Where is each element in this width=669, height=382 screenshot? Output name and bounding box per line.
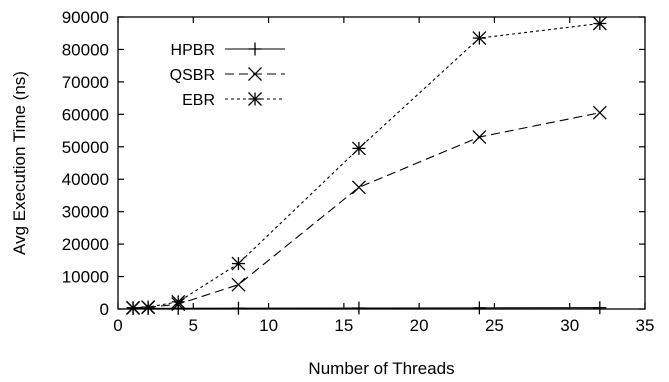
y-tick-label: 40000 bbox=[62, 170, 109, 189]
legend-marker-qsbr bbox=[248, 67, 262, 81]
x-tick-label: 10 bbox=[259, 316, 278, 335]
y-tick-label: 20000 bbox=[62, 235, 109, 254]
x-tick-label: 25 bbox=[485, 316, 504, 335]
y-tick-label: 0 bbox=[100, 300, 109, 319]
series-ebr-point bbox=[592, 16, 607, 31]
series-qsbr bbox=[126, 105, 607, 315]
legend-marker-hpbr bbox=[248, 42, 262, 56]
x-tick-label: 0 bbox=[113, 316, 122, 335]
series-qsbr-point bbox=[231, 277, 246, 292]
series-qsbr-point bbox=[472, 130, 487, 145]
series-hpbr-point bbox=[472, 301, 486, 315]
x-tick-label: 20 bbox=[410, 316, 429, 335]
series-hpbr-point bbox=[352, 301, 366, 315]
series-ebr bbox=[126, 16, 607, 315]
series-ebr-point bbox=[351, 141, 366, 156]
series-ebr-point bbox=[171, 294, 186, 309]
series-ebr-point bbox=[126, 300, 141, 315]
plot-frame bbox=[117, 16, 646, 310]
y-tick-label: 30000 bbox=[62, 203, 109, 222]
axes bbox=[117, 16, 646, 310]
y-tick-label: 60000 bbox=[62, 105, 109, 124]
y-tick-label: 90000 bbox=[62, 8, 109, 27]
series-qsbr-line bbox=[133, 112, 600, 309]
series-ebr-point bbox=[141, 300, 156, 315]
y-tick-label: 70000 bbox=[62, 73, 109, 92]
series-ebr-point bbox=[231, 256, 246, 271]
series-hpbr-point bbox=[593, 301, 607, 315]
legend-marker-ebr bbox=[248, 92, 262, 106]
y-tick-label: 50000 bbox=[62, 138, 109, 157]
y-axis-label: Avg Execution Time (ns) bbox=[10, 71, 29, 255]
y-tick-label: 80000 bbox=[62, 40, 109, 59]
x-tick-label: 30 bbox=[560, 316, 579, 335]
x-tick-label: 15 bbox=[334, 316, 353, 335]
series-qsbr-point bbox=[592, 105, 607, 120]
series-qsbr-point bbox=[351, 180, 366, 195]
x-tick-label: 5 bbox=[189, 316, 198, 335]
series-hpbr-point bbox=[231, 301, 245, 315]
legend: HPBR QSBR EBR bbox=[170, 42, 285, 109]
legend-label-ebr: EBR bbox=[182, 92, 215, 109]
series-hpbr bbox=[126, 301, 607, 316]
series-layer bbox=[126, 16, 607, 316]
x-tick-label: 35 bbox=[636, 316, 655, 335]
y-tick-label: 10000 bbox=[62, 268, 109, 287]
legend-label-hpbr: HPBR bbox=[171, 42, 215, 59]
legend-label-qsbr: QSBR bbox=[170, 67, 215, 84]
series-ebr-point bbox=[472, 31, 487, 46]
ticks: 0 5 10 15 20 25 30 35 0 10000 20000 30000 40000 50000… bbox=[62, 8, 655, 335]
x-axis-label: Number of Threads bbox=[308, 359, 454, 378]
